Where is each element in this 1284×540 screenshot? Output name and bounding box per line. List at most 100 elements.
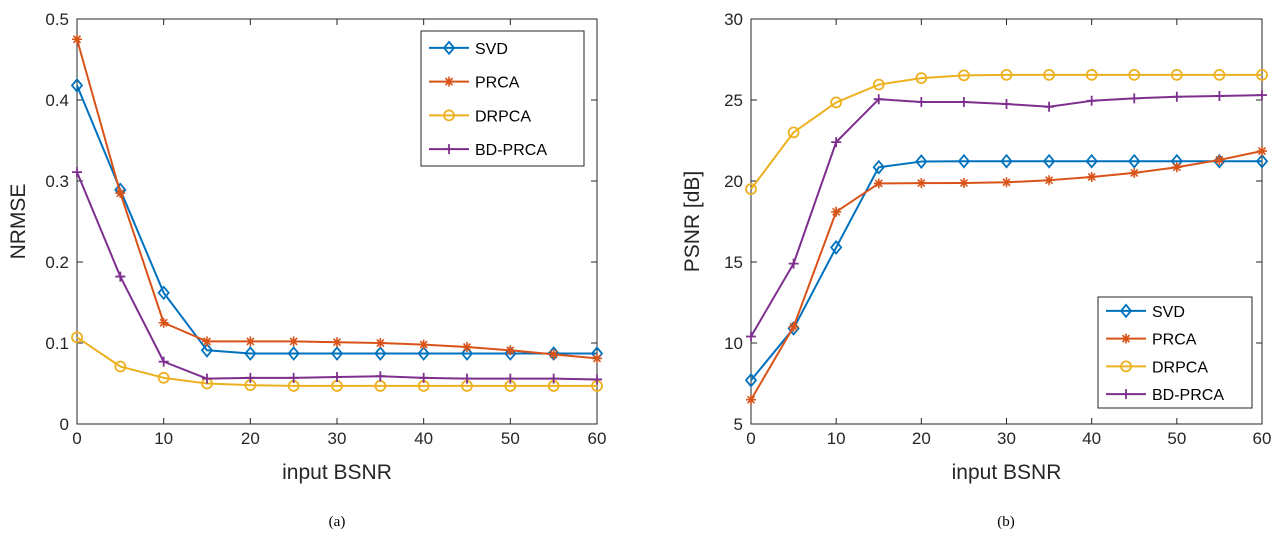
data-point-prca — [746, 394, 756, 405]
x-tick-label: 0 — [746, 429, 755, 448]
data-point-prca — [1171, 162, 1182, 173]
y-tick-label: 20 — [724, 172, 743, 191]
data-point-bd-prca — [1171, 91, 1182, 102]
data-point-prca — [288, 336, 299, 347]
data-point-svd — [374, 346, 387, 361]
legend-label-svd: SVD — [1152, 304, 1185, 321]
x-tick-label: 50 — [501, 429, 520, 448]
y-tick-label: 5 — [734, 415, 743, 434]
data-point-bd-prca — [1257, 90, 1267, 101]
data-point-prca — [873, 178, 884, 189]
series-prca — [72, 34, 602, 364]
chart-panel-a: 0 10 20 30 40 50 60 0 0.1 0.2 0.3 0.4 0.5 input BSNR N… — [7, 10, 606, 530]
data-point-prca — [916, 178, 927, 189]
data-point-drpca — [1256, 68, 1268, 81]
x-tick-label: 10 — [827, 429, 846, 448]
data-point-drpca — [71, 331, 83, 344]
data-point-prca — [202, 336, 212, 347]
legend-label-prca: PRCA — [475, 75, 520, 92]
x-tick-label: 40 — [414, 429, 433, 448]
data-point-svd — [200, 342, 214, 358]
data-point-drpca — [1000, 68, 1013, 81]
legend-marker-prca — [444, 76, 454, 87]
x-tick-label: 20 — [241, 429, 260, 448]
data-point-drpca — [1170, 68, 1183, 81]
data-point-bd-prca — [288, 372, 299, 383]
legend: SVD PRCA DRPCA BD-PRCA — [1097, 296, 1253, 409]
y-tick-label: 25 — [724, 91, 743, 110]
x-tick-label: 10 — [154, 429, 173, 448]
x-tick-label: 30 — [997, 429, 1016, 448]
panel-caption: (b) — [997, 514, 1015, 530]
data-point-svd — [244, 346, 257, 361]
data-point-svd — [744, 372, 758, 388]
data-point-bd-prca — [916, 96, 927, 107]
x-tick-label: 20 — [912, 429, 931, 448]
data-point-svd — [1000, 153, 1013, 169]
legend-box — [1097, 296, 1253, 409]
data-point-bd-prca — [548, 373, 559, 384]
data-point-svd — [70, 78, 84, 93]
data-point-svd — [957, 153, 971, 169]
data-point-bd-prca — [592, 374, 602, 385]
y-tick-label: 30 — [724, 10, 743, 29]
series-line-drpca — [750, 73, 1262, 190]
data-point-drpca — [157, 371, 170, 384]
data-point-drpca — [872, 78, 885, 91]
legend-label-bd-prca: BD-PRCA — [475, 142, 547, 159]
x-tick-label: 0 — [72, 429, 81, 448]
data-point-bd-prca — [202, 373, 212, 384]
x-tick-label: 40 — [1082, 429, 1101, 448]
y-tick-label: 0.2 — [45, 253, 69, 272]
series-bd-prca — [746, 90, 1267, 342]
data-point-bd-prca — [505, 373, 516, 384]
data-point-prca — [831, 206, 842, 217]
data-point-svd — [1085, 153, 1098, 169]
legend-label-prca: PRCA — [1152, 332, 1197, 349]
data-point-prca — [72, 34, 82, 45]
data-point-prca — [592, 353, 602, 364]
y-axis-label: NRMSE — [7, 184, 30, 260]
data-point-bd-prca — [375, 371, 386, 382]
y-tick-label: 0.5 — [45, 10, 69, 29]
x-tick-label: 30 — [328, 429, 347, 448]
data-point-prca — [1214, 154, 1225, 165]
legend-marker-drpca — [1120, 360, 1132, 373]
y-tick-label: 0.3 — [45, 172, 69, 191]
data-point-prca — [375, 338, 386, 348]
legend-marker-bd-prca — [1121, 389, 1131, 400]
data-point-prca — [462, 342, 472, 353]
data-point-bd-prca — [1129, 93, 1140, 104]
data-point-bd-prca — [1001, 99, 1012, 110]
data-point-drpca — [830, 96, 843, 109]
data-point-svd — [287, 346, 300, 361]
data-point-svd — [915, 154, 928, 169]
data-point-prca — [788, 321, 799, 332]
legend-marker-svd — [1119, 303, 1133, 319]
chart-panel-b: 0 10 20 30 40 50 60 5 10 15 20 25 30 input BSNR PSNR [… — [681, 10, 1271, 530]
data-point-svd — [1255, 153, 1269, 169]
data-point-bd-prca — [831, 137, 842, 148]
data-point-prca — [1257, 146, 1267, 157]
data-point-prca — [115, 188, 126, 199]
y-tick-label: 0 — [60, 415, 69, 434]
data-point-bd-prca — [332, 372, 342, 383]
data-point-prca — [418, 339, 429, 350]
data-point-drpca — [958, 69, 970, 82]
data-point-drpca — [745, 183, 757, 196]
legend-marker-drpca — [443, 109, 455, 122]
data-point-prca — [505, 345, 516, 356]
data-point-svd — [872, 159, 885, 175]
data-point-svd — [417, 346, 430, 361]
panel-caption: (a) — [329, 514, 346, 530]
data-point-bd-prca — [72, 167, 82, 178]
x-tick-label: 50 — [1167, 429, 1186, 448]
data-point-svd — [1128, 153, 1141, 169]
data-point-prca — [1129, 167, 1140, 178]
data-point-svd — [157, 285, 170, 301]
data-point-drpca — [114, 360, 127, 373]
y-axis-label: PSNR [dB] — [681, 171, 704, 273]
legend-marker-prca — [1121, 333, 1131, 344]
data-point-drpca — [915, 72, 928, 85]
